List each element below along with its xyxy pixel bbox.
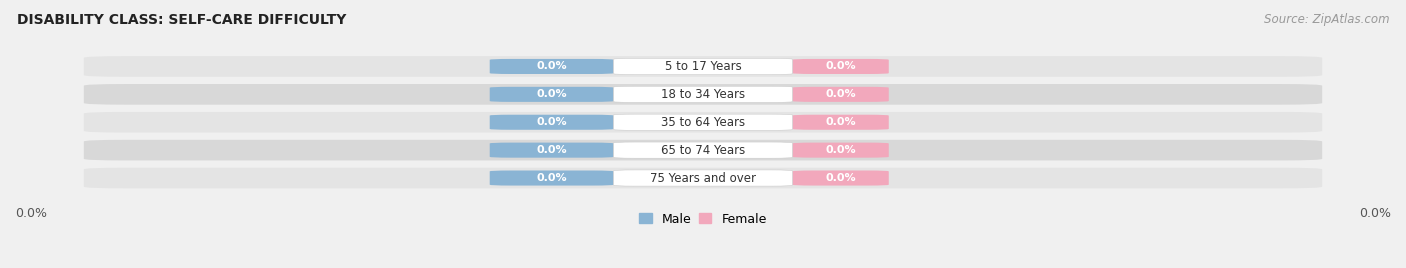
FancyBboxPatch shape <box>489 87 613 102</box>
FancyBboxPatch shape <box>793 87 889 102</box>
FancyBboxPatch shape <box>489 143 613 158</box>
Text: 0.0%: 0.0% <box>825 89 856 99</box>
Text: 0.0%: 0.0% <box>1360 207 1391 220</box>
FancyBboxPatch shape <box>84 84 1322 105</box>
Text: 0.0%: 0.0% <box>825 117 856 127</box>
Text: Source: ZipAtlas.com: Source: ZipAtlas.com <box>1264 13 1389 27</box>
Text: 0.0%: 0.0% <box>536 89 567 99</box>
FancyBboxPatch shape <box>793 115 889 130</box>
Text: 0.0%: 0.0% <box>536 61 567 72</box>
Text: 65 to 74 Years: 65 to 74 Years <box>661 144 745 157</box>
Text: 0.0%: 0.0% <box>825 145 856 155</box>
Text: 0.0%: 0.0% <box>825 173 856 183</box>
Text: 75 Years and over: 75 Years and over <box>650 172 756 185</box>
FancyBboxPatch shape <box>489 59 613 74</box>
Legend: Male, Female: Male, Female <box>634 208 772 230</box>
FancyBboxPatch shape <box>84 112 1322 133</box>
FancyBboxPatch shape <box>613 142 793 158</box>
Text: 0.0%: 0.0% <box>536 145 567 155</box>
Text: 0.0%: 0.0% <box>15 207 46 220</box>
FancyBboxPatch shape <box>84 56 1322 77</box>
FancyBboxPatch shape <box>613 58 793 75</box>
FancyBboxPatch shape <box>793 59 889 74</box>
FancyBboxPatch shape <box>793 143 889 158</box>
Text: DISABILITY CLASS: SELF-CARE DIFFICULTY: DISABILITY CLASS: SELF-CARE DIFFICULTY <box>17 13 346 27</box>
FancyBboxPatch shape <box>489 170 613 185</box>
Text: 35 to 64 Years: 35 to 64 Years <box>661 116 745 129</box>
FancyBboxPatch shape <box>793 170 889 185</box>
Text: 0.0%: 0.0% <box>536 173 567 183</box>
Text: 0.0%: 0.0% <box>536 117 567 127</box>
Text: 18 to 34 Years: 18 to 34 Years <box>661 88 745 101</box>
FancyBboxPatch shape <box>613 86 793 102</box>
Text: 0.0%: 0.0% <box>825 61 856 72</box>
FancyBboxPatch shape <box>613 114 793 130</box>
FancyBboxPatch shape <box>613 170 793 186</box>
FancyBboxPatch shape <box>489 115 613 130</box>
FancyBboxPatch shape <box>84 140 1322 161</box>
FancyBboxPatch shape <box>84 168 1322 188</box>
Text: 5 to 17 Years: 5 to 17 Years <box>665 60 741 73</box>
